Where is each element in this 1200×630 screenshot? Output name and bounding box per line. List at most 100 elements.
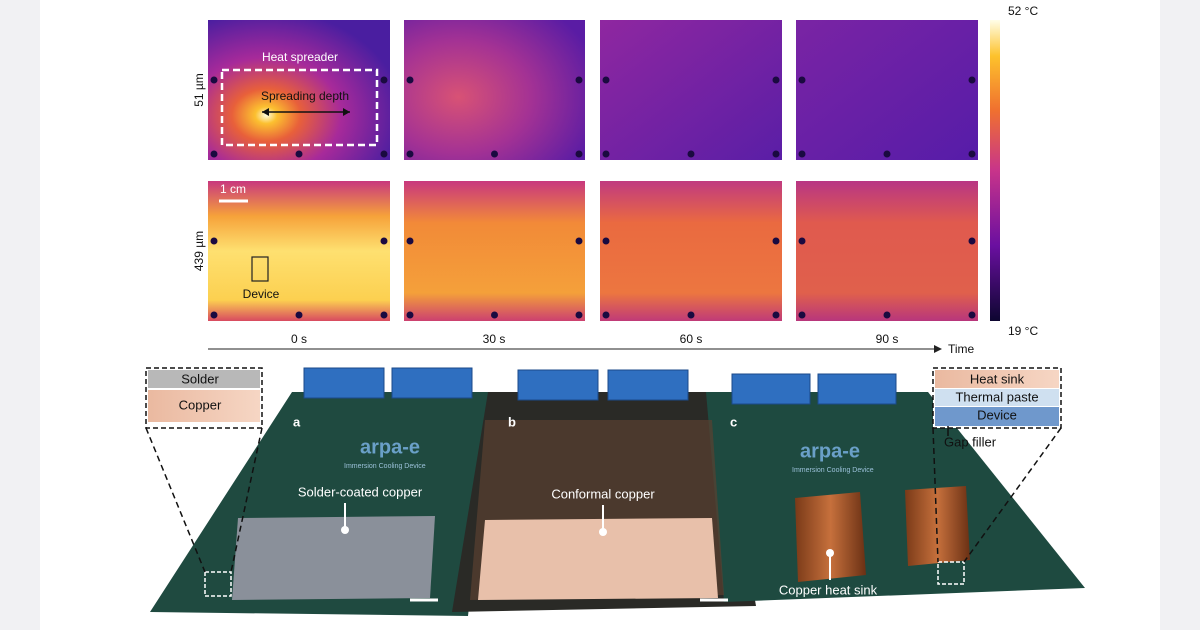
inset-leader [932, 427, 1062, 563]
pointer-dot [826, 549, 834, 557]
photo-label: Conformal copper [551, 486, 655, 501]
thermal-image [404, 20, 585, 160]
board-text: Immersion Cooling Device [792, 467, 874, 474]
screw-hole [772, 237, 780, 245]
screw-hole [798, 311, 806, 319]
panel-label: c [730, 414, 737, 429]
screw-hole [602, 150, 610, 158]
inset-target [204, 571, 232, 597]
spreader-box [220, 68, 379, 147]
solder-copper [232, 516, 435, 600]
screw-hole [575, 76, 583, 84]
annotation: Spreading depth [261, 89, 349, 103]
solder-layer [148, 370, 260, 388]
screw-hole [406, 76, 414, 84]
screw-hole [295, 150, 303, 158]
scale-bars [410, 596, 1018, 602]
board-logo: arpa-e [360, 436, 420, 458]
screw-hole [883, 311, 891, 319]
screw-hole [883, 150, 891, 158]
screw-hole [575, 311, 583, 319]
thermal-image [796, 181, 978, 321]
panel-label: b [508, 414, 516, 429]
screw-hole [798, 150, 806, 158]
thermal-image [796, 20, 978, 160]
screw-hole [575, 150, 583, 158]
screw-hole [968, 237, 976, 245]
conformal-copper [478, 518, 718, 600]
screw-hole [687, 150, 695, 158]
colorbar-min: 19 °C [1008, 324, 1038, 338]
time-label: 90 s [876, 332, 899, 346]
screw-hole [968, 76, 976, 84]
screw-hole [602, 237, 610, 245]
device-outline [251, 256, 269, 282]
axis-label: Time [948, 342, 975, 356]
photo-label: Solder-coated copper [298, 484, 423, 499]
pointer-dot [599, 528, 607, 536]
inset-label: Gap filler [944, 434, 997, 449]
annotation: Heat spreader [262, 50, 338, 64]
inset-label: Copper [179, 397, 222, 412]
pointer-dot [341, 526, 349, 534]
thermal-image [208, 181, 390, 321]
screw-hole [772, 150, 780, 158]
terminal-blocks [303, 367, 897, 405]
annotation: 1 cm [220, 182, 246, 196]
screw-hole [575, 237, 583, 245]
screw-hole [602, 76, 610, 84]
screw-hole [210, 76, 218, 84]
thermal-image [208, 20, 390, 160]
screw-hole [210, 311, 218, 319]
heatsink-layer [935, 370, 1059, 388]
screw-hole [380, 76, 388, 84]
screw-hole [491, 150, 498, 158]
screw-hole [772, 311, 780, 319]
screw-hole [687, 311, 695, 319]
screw-hole [772, 76, 780, 84]
inset-label: Heat sink [970, 371, 1025, 386]
screw-hole [210, 150, 218, 158]
time-label: 0 s [291, 332, 307, 346]
screw-hole [968, 311, 976, 319]
screw-hole [798, 237, 806, 245]
device-layer [935, 407, 1059, 426]
thermal-image [600, 181, 782, 321]
copper-layer [148, 390, 260, 422]
screw-hole [406, 237, 414, 245]
thermal-image [404, 181, 585, 321]
screw-hole [491, 311, 498, 319]
colorbar [990, 20, 1000, 321]
inset-label: Solder [181, 371, 219, 386]
panel-label: a [293, 414, 301, 429]
thermal-image [600, 20, 782, 160]
screw-hole [295, 311, 303, 319]
screw-hole [406, 311, 414, 319]
heat-sink [795, 492, 866, 582]
screw-hole [968, 150, 976, 158]
arrowhead [934, 345, 942, 353]
colorbar-max: 52 °C [1008, 4, 1038, 18]
board-text: Immersion Cooling Device [344, 463, 426, 470]
screw-hole [380, 150, 388, 158]
annotation: Device [243, 287, 280, 301]
photo-label: Copper heat sink [779, 582, 878, 597]
time-label: 60 s [680, 332, 703, 346]
inset-label: Device [977, 407, 1017, 422]
row-label: 439 µm [192, 231, 206, 271]
screw-hole [380, 237, 388, 245]
screw-hole [406, 150, 414, 158]
inset-leader [145, 427, 263, 573]
screw-hole [602, 311, 610, 319]
row-label: 51 µm [192, 73, 206, 107]
inset-label: Thermal paste [955, 389, 1038, 404]
time-label: 30 s [483, 332, 506, 346]
screw-hole [798, 76, 806, 84]
heat-sink [905, 486, 970, 566]
screw-hole [210, 237, 218, 245]
screw-holes [210, 76, 976, 319]
board-logo: arpa-e [800, 440, 860, 462]
screw-hole [380, 311, 388, 319]
